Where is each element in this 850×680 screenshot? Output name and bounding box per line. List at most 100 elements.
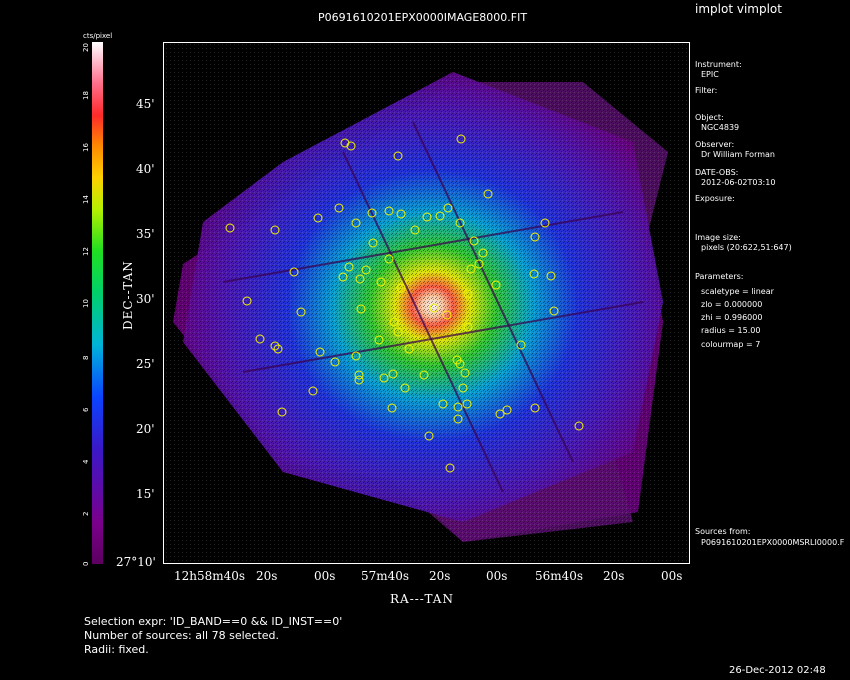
source-circle bbox=[330, 357, 340, 367]
source-circle bbox=[455, 218, 465, 228]
source-circle bbox=[456, 134, 466, 144]
image-size-value: pixels (20:622,51:647) bbox=[701, 243, 792, 252]
source-circle bbox=[334, 203, 344, 213]
colorbar-tick: 16 bbox=[82, 143, 90, 152]
y-tick-label: 35' bbox=[136, 227, 155, 241]
source-circle bbox=[445, 463, 455, 473]
source-circle bbox=[344, 262, 354, 272]
source-circle bbox=[463, 289, 473, 299]
source-circle bbox=[429, 303, 439, 313]
x-tick-label: 00s bbox=[486, 569, 508, 583]
observer-label: Observer: bbox=[695, 140, 735, 149]
source-circle bbox=[491, 280, 501, 290]
y-tick-label: 30' bbox=[136, 292, 155, 306]
image-size-label: Image size: bbox=[695, 233, 741, 242]
observer-value: Dr William Forman bbox=[701, 150, 775, 159]
sky-image[interactable] bbox=[163, 42, 690, 564]
source-circle bbox=[469, 236, 479, 246]
source-circle bbox=[443, 203, 453, 213]
source-circle bbox=[396, 209, 406, 219]
x-tick-label: 20s bbox=[429, 569, 451, 583]
source-circle bbox=[546, 271, 556, 281]
source-circle bbox=[384, 254, 394, 264]
colorbar-tick: 0 bbox=[82, 561, 90, 566]
colorbar-tick: 2 bbox=[82, 511, 90, 516]
param-zhi: zhi = 0.996000 bbox=[701, 313, 763, 322]
param-colourmap: colourmap = 7 bbox=[701, 340, 761, 349]
source-circle bbox=[273, 344, 283, 354]
source-circle bbox=[361, 265, 371, 275]
source-circle bbox=[277, 407, 287, 417]
source-circle bbox=[270, 225, 280, 235]
source-circle bbox=[396, 283, 406, 293]
param-scaletype: scaletype = linear bbox=[701, 287, 774, 296]
source-circle bbox=[308, 386, 318, 396]
source-circle bbox=[367, 208, 377, 218]
source-circle bbox=[346, 141, 356, 151]
source-circle bbox=[356, 304, 366, 314]
source-circle bbox=[351, 351, 361, 361]
source-circle bbox=[438, 399, 448, 409]
x-tick-label: 12h58m40s bbox=[174, 569, 246, 583]
source-circle bbox=[384, 206, 394, 216]
x-tick-label: 57m40s bbox=[361, 569, 410, 583]
x-axis-label: RA---TAN bbox=[390, 592, 454, 606]
sources-label: Sources from: bbox=[695, 527, 751, 536]
param-radius: radius = 15.00 bbox=[701, 326, 761, 335]
object-value: NGC4839 bbox=[701, 123, 740, 132]
source-circle bbox=[455, 359, 465, 369]
source-count: Number of sources: all 78 selected. bbox=[84, 629, 280, 642]
x-tick-label: 00s bbox=[661, 569, 683, 583]
source-circle bbox=[374, 335, 384, 345]
x-tick-label: 20s bbox=[603, 569, 625, 583]
source-circle bbox=[289, 267, 299, 277]
y-tick-label: 20' bbox=[136, 422, 155, 436]
source-circle bbox=[389, 317, 399, 327]
source-circle bbox=[270, 341, 280, 351]
source-circle bbox=[368, 238, 378, 248]
source-circle bbox=[460, 368, 470, 378]
source-circle bbox=[453, 414, 463, 424]
x-tick-label: 20s bbox=[256, 569, 278, 583]
source-circle bbox=[574, 421, 584, 431]
source-circle bbox=[404, 344, 414, 354]
source-circle bbox=[435, 211, 445, 221]
source-circle bbox=[338, 272, 348, 282]
source-circle bbox=[453, 402, 463, 412]
colorbar-tick: 20 bbox=[82, 43, 90, 52]
source-circle bbox=[315, 347, 325, 357]
timestamp: 26-Dec-2012 02:48 bbox=[729, 665, 826, 676]
source-circle bbox=[388, 369, 398, 379]
y-tick-label: 25' bbox=[136, 357, 155, 371]
date-obs-value: 2012-06-02T03:10 bbox=[701, 178, 776, 187]
plot-frame bbox=[163, 42, 690, 564]
selection-expr: Selection expr: 'ID_BAND==0 && ID_INST==… bbox=[84, 615, 343, 628]
app-title: implot vimplot bbox=[695, 2, 782, 16]
colorbar-tick: 18 bbox=[82, 91, 90, 100]
sources-value: P0691610201EPX0000MSRLI0000.F bbox=[701, 538, 845, 547]
source-circle bbox=[530, 232, 540, 242]
source-circle bbox=[466, 264, 476, 274]
image-title: P0691610201EPX0000IMAGE8000.FIT bbox=[318, 11, 528, 24]
source-circle bbox=[355, 274, 365, 284]
colorbar-tick: 14 bbox=[82, 195, 90, 204]
param-zlo: zlo = 0.000000 bbox=[701, 300, 763, 309]
source-circle bbox=[478, 248, 488, 258]
y-tick-label: 27°10' bbox=[116, 555, 156, 569]
source-circle bbox=[483, 189, 493, 199]
x-tick-label: 00s bbox=[314, 569, 336, 583]
colorbar-tick: 12 bbox=[82, 247, 90, 256]
source-circle bbox=[255, 334, 265, 344]
source-circle bbox=[242, 296, 252, 306]
source-circle bbox=[410, 225, 420, 235]
colorbar-unit-label: cts/pixel bbox=[83, 32, 113, 40]
exposure-mosaic bbox=[163, 42, 690, 564]
source-circle bbox=[495, 409, 505, 419]
y-tick-label: 45' bbox=[136, 97, 155, 111]
source-circle bbox=[424, 431, 434, 441]
source-circle bbox=[463, 322, 473, 332]
source-circle bbox=[387, 403, 397, 413]
exposure-label: Exposure: bbox=[695, 194, 735, 203]
colorbar-tick: 4 bbox=[82, 459, 90, 464]
date-obs-label: DATE-OBS: bbox=[695, 168, 739, 177]
